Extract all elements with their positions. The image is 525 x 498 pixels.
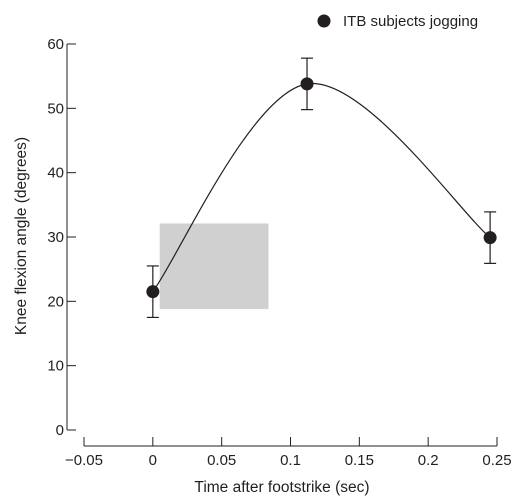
x-tick-label: 0.2 [418,452,439,469]
x-tick-label: 0.05 [207,452,236,469]
y-tick-label: 60 [47,36,64,53]
y-tick-label: 30 [47,229,64,246]
y-tick-label: 10 [47,358,64,375]
data-point [300,77,314,91]
y-tick-label: 20 [47,293,64,310]
y-axis: 0 10 20 30 40 50 60 [47,36,76,439]
data-point [146,285,160,299]
x-tick-label: 0.25 [482,452,511,469]
legend-marker [317,14,331,28]
data-point [483,231,497,245]
x-tick-label: 0.15 [345,452,374,469]
legend-label: ITB subjects jogging [343,13,478,30]
y-tick-label: 0 [56,422,64,439]
x-axis-title: Time after footstrike (sec) [194,479,369,496]
shaded-region [159,223,269,310]
data-points [146,57,497,319]
x-tick-label: 0 [149,452,157,469]
x-tick-label: 0.1 [280,452,301,469]
legend: ITB subjects jogging [317,13,478,30]
y-axis-title: Knee flexion angle (degrees) [13,137,30,335]
y-tick-label: 40 [47,165,64,182]
y-tick-label: 50 [47,100,64,117]
x-axis: −0.05 0 0.05 0.1 0.15 0.2 0.25 [65,437,512,469]
x-tick-label: −0.05 [65,452,103,469]
